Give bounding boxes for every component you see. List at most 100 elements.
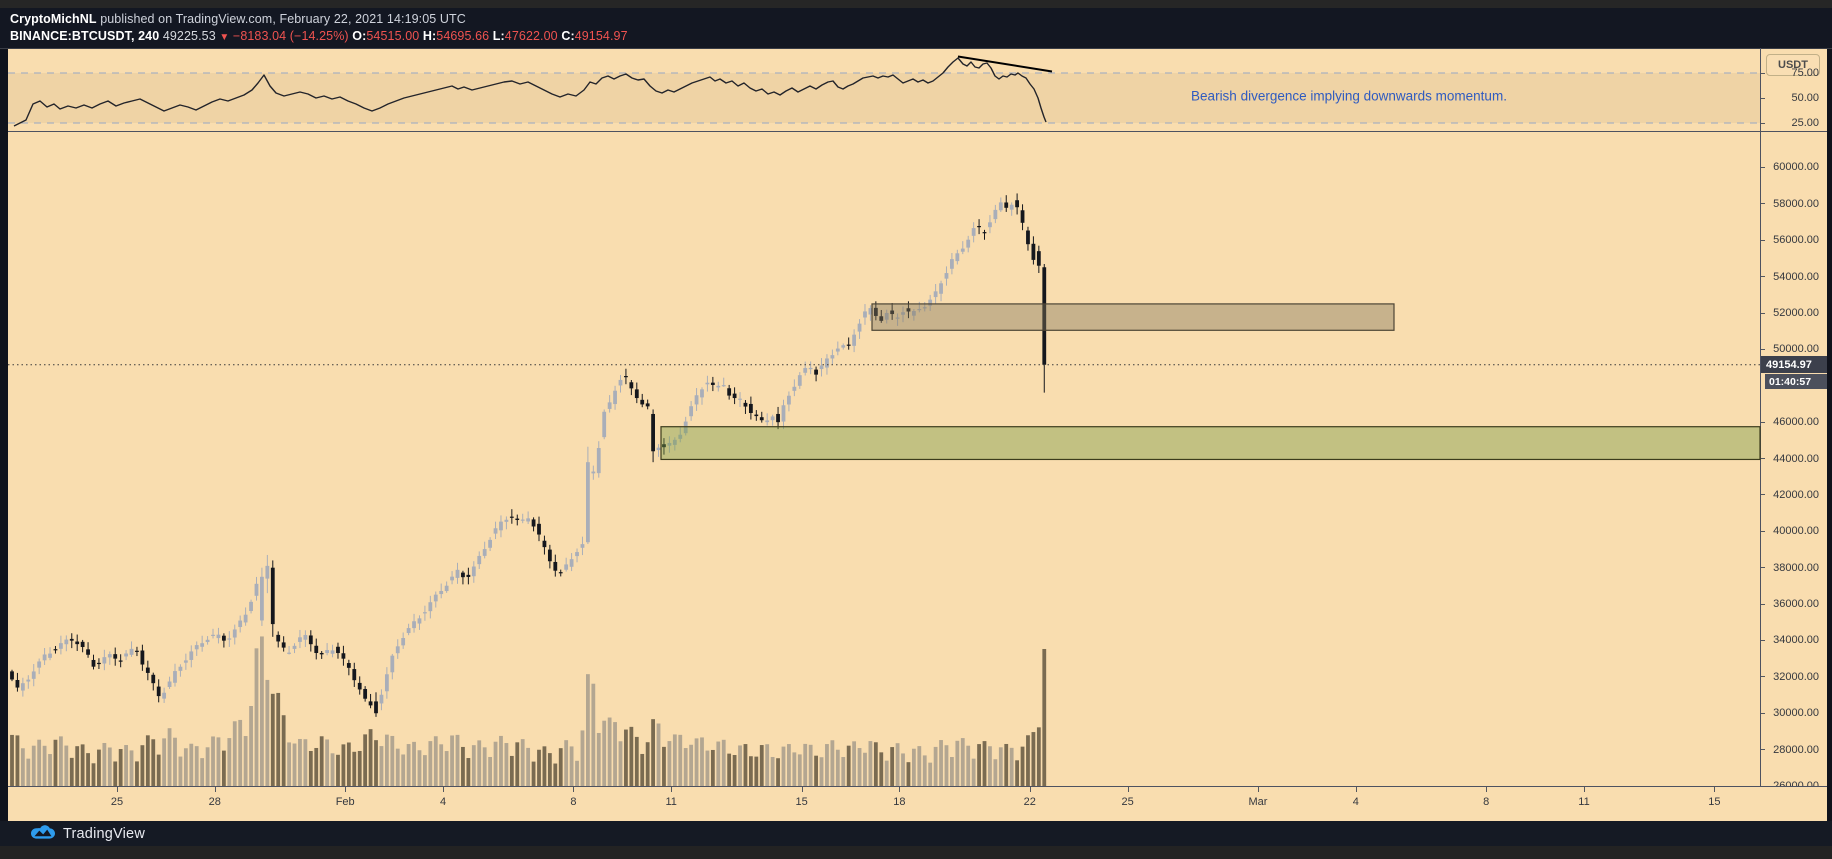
low-value: 47622.00 <box>504 29 558 43</box>
chart-header: CryptoMichNL published on TradingView.co… <box>0 8 1832 48</box>
last-price-flag: 49154.97 <box>1761 356 1827 374</box>
bearish-divergence-annotation: Bearish divergence implying downwards mo… <box>1191 88 1507 104</box>
price-tick-mark <box>1760 239 1765 241</box>
price-tick-label: 34000.00 <box>1773 634 1819 647</box>
price-chart-pane[interactable] <box>8 132 1760 786</box>
price-tick-mark <box>1760 676 1765 678</box>
pane-separator[interactable] <box>8 131 1827 132</box>
time-tick-mark <box>1127 787 1129 792</box>
open-label: O: <box>352 29 367 43</box>
price-tick-label: 56000.00 <box>1773 234 1819 247</box>
price-tick-mark <box>1760 530 1765 532</box>
time-axis[interactable]: 25 28 Feb 4 8 11 15 18 22 25 Mar 4 8 11 15 <box>8 787 1827 821</box>
price-tick-mark <box>1760 639 1765 641</box>
price-tick-mark <box>1760 166 1765 168</box>
price-tick-mark <box>1760 276 1765 278</box>
time-tick-label: 11 <box>665 796 677 808</box>
time-tick-label: 4 <box>439 796 447 808</box>
time-tick-label: 4 <box>1352 796 1359 808</box>
time-tick-mark <box>443 787 444 792</box>
change-value: −8183.04 (−14.25%) <box>232 29 349 43</box>
author-name: CryptoMichNL <box>10 12 97 26</box>
time-tick-mark <box>671 787 673 792</box>
time-tick-mark <box>573 787 575 792</box>
time-tick-mark <box>1258 787 1259 792</box>
candle-countdown-flag: 01:40:57 <box>1765 374 1827 390</box>
change-down-icon: ▼ <box>219 32 230 43</box>
price-tick-label: 38000.00 <box>1773 561 1819 574</box>
currency-toggle-button[interactable]: USDT <box>1766 54 1820 76</box>
tradingview-brand-link[interactable]: TradingView <box>30 824 145 843</box>
price-axis[interactable]: USDT 60000.00 58000.00 56000.00 54000.00 520… <box>1760 48 1827 792</box>
price-tick-label: 52000.00 <box>1773 307 1819 319</box>
price-tick-mark <box>1760 421 1765 423</box>
rsi-tick-mark <box>1760 122 1765 124</box>
time-tick-mark <box>214 787 216 792</box>
publish-info-text: published on TradingView.com, February 2… <box>96 12 466 26</box>
symbol-label: BINANCE:BTCUSDT, 240 <box>10 29 160 43</box>
time-tick-mark <box>1714 787 1716 792</box>
price-tick-label: 30000.00 <box>1773 707 1819 720</box>
price-tick-label: 40000.00 <box>1773 525 1819 538</box>
top-frame-strip <box>0 0 1832 8</box>
price-tick-mark <box>1760 203 1765 205</box>
price-tick-mark <box>1760 603 1765 605</box>
price-tick-mark <box>1760 712 1765 714</box>
rsi-tick-mark <box>1760 97 1765 99</box>
time-tick-mark <box>117 787 118 792</box>
price-tick-mark <box>1760 494 1765 496</box>
publish-info-line: CryptoMichNL published on TradingView.co… <box>10 12 466 26</box>
last-price: 49225.53 <box>162 29 216 43</box>
rsi-tick-label: 25.00 <box>1791 117 1819 129</box>
time-tick-label: 15 <box>1708 796 1721 808</box>
time-tick-label: 18 <box>893 796 906 808</box>
close-value: 49154.97 <box>574 29 628 43</box>
time-tick-mark <box>1355 787 1357 792</box>
high-label: H: <box>422 29 437 43</box>
time-tick-label: 8 <box>570 796 577 808</box>
tradingview-brand-label: TradingView <box>63 825 145 842</box>
time-axis-separator <box>8 786 1827 787</box>
footer-bar: TradingView <box>0 821 1832 846</box>
time-tick-label: 28 <box>208 796 221 808</box>
rsi-tick-label: 75.00 <box>1791 67 1819 79</box>
tradingview-logo-icon <box>31 824 55 839</box>
price-tick-mark <box>1760 749 1765 751</box>
time-tick-label: Feb <box>335 796 355 808</box>
time-tick-label: 25 <box>1121 796 1134 808</box>
price-tick-label: 60000.00 <box>1773 161 1819 174</box>
price-tick-label: 36000.00 <box>1773 598 1819 611</box>
price-tick-label: 44000.00 <box>1773 452 1819 465</box>
rsi-tick-mark <box>1760 72 1765 74</box>
open-value: 54515.00 <box>366 29 420 43</box>
time-tick-label: 11 <box>1578 796 1590 808</box>
price-tick-label: 46000.00 <box>1773 416 1819 429</box>
high-value: 54695.66 <box>436 29 490 43</box>
low-label: L: <box>492 29 505 43</box>
price-tick-mark <box>1760 567 1765 569</box>
close-label: C: <box>561 29 575 43</box>
price-tick-mark <box>1760 348 1765 350</box>
time-tick-mark <box>1486 787 1488 792</box>
price-tick-label: 32000.00 <box>1773 670 1819 683</box>
time-tick-mark <box>899 787 901 792</box>
time-tick-label: 22 <box>1023 796 1036 808</box>
time-tick-label: Mar <box>1248 796 1268 808</box>
time-tick-label: 8 <box>1483 796 1490 808</box>
price-tick-label: 28000.00 <box>1773 743 1819 756</box>
time-tick-mark <box>345 787 347 792</box>
price-tick-label: 58000.00 <box>1773 197 1819 210</box>
time-tick-label: 25 <box>110 796 124 808</box>
symbol-info-line: BINANCE:BTCUSDT, 240 49225.53 ▼ −8183.04… <box>10 29 628 43</box>
price-tick-label: 54000.00 <box>1773 270 1819 283</box>
bottom-frame-strip <box>0 846 1832 859</box>
rsi-tick-label: 50.00 <box>1791 92 1819 104</box>
price-tick-label: 50000.00 <box>1773 343 1819 356</box>
price-axis-separator <box>1760 48 1761 786</box>
header-separator <box>0 48 1832 49</box>
price-tick-mark <box>1760 312 1765 314</box>
time-tick-label: 15 <box>795 796 808 808</box>
price-tick-label: 42000.00 <box>1773 488 1819 501</box>
time-tick-mark <box>1029 787 1031 792</box>
price-tick-mark <box>1760 458 1765 460</box>
